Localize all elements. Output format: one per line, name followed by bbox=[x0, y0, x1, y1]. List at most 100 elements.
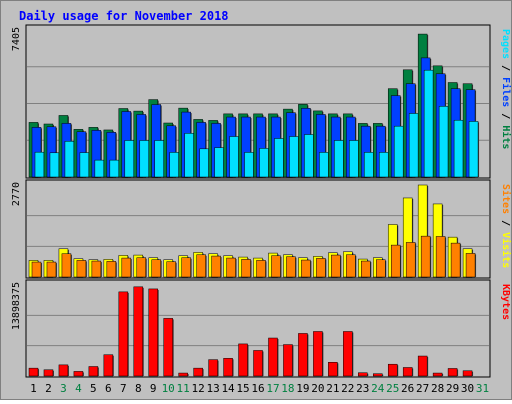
bar-sites-day-22 bbox=[346, 254, 356, 278]
legend-text: / bbox=[500, 107, 511, 125]
bar-kbytes-day-23 bbox=[358, 372, 368, 377]
bar-pages-day-23 bbox=[364, 152, 374, 178]
bar-sites-day-9 bbox=[151, 259, 161, 278]
legend-text: / bbox=[500, 59, 511, 77]
bar-sites-day-17 bbox=[271, 255, 281, 278]
bar-pages-day-24 bbox=[379, 152, 389, 178]
bar-sites-day-8 bbox=[136, 257, 147, 278]
x-axis-labels: 1 2 3 4 5 6 7 8 9 10 11 12 13 14 15 16 17 18 19 20 21 22 23 24 2… bbox=[30, 382, 489, 395]
panel-visits-sites: 2770 Sites / Visits bbox=[11, 179, 512, 279]
bar-kbytes-day-6 bbox=[103, 354, 114, 377]
bar-kbytes-day-14 bbox=[223, 358, 233, 377]
bar-pages-day-22 bbox=[349, 140, 359, 178]
legend-text: Files bbox=[500, 77, 512, 107]
x-tick-label-11: 11 bbox=[177, 382, 190, 395]
bar-kbytes-day-17 bbox=[268, 337, 278, 377]
chart-panels: 7405 Pages / Files / Hits 2770 Sites / Visi… bbox=[11, 24, 512, 378]
bar-sites-day-29 bbox=[450, 242, 461, 278]
bar-kbytes-day-28 bbox=[432, 372, 443, 377]
x-tick-label-13: 13 bbox=[206, 382, 219, 395]
bar-kbytes-day-3 bbox=[58, 364, 69, 377]
x-tick-label-16: 16 bbox=[251, 382, 264, 395]
panel-max-label: 2770 bbox=[11, 182, 22, 206]
bar-kbytes-day-5 bbox=[88, 366, 99, 377]
x-tick-label-6: 6 bbox=[105, 382, 112, 395]
bar-sites-day-11 bbox=[181, 257, 191, 278]
bar-kbytes-day-8 bbox=[133, 286, 144, 377]
x-tick-label-30: 30 bbox=[461, 382, 474, 395]
bar-sites-day-20 bbox=[316, 258, 326, 278]
bar-pages-day-30 bbox=[468, 121, 479, 178]
bar-sites-day-16 bbox=[256, 260, 266, 278]
x-tick-label-19: 19 bbox=[296, 382, 309, 395]
bar-kbytes-day-7 bbox=[118, 291, 129, 377]
bar-pages-day-6 bbox=[109, 159, 120, 178]
bar-pages-day-26 bbox=[408, 113, 419, 178]
bar-kbytes-day-9 bbox=[148, 288, 158, 377]
x-tick-label-12: 12 bbox=[192, 382, 205, 395]
bar-kbytes-day-24 bbox=[373, 373, 383, 377]
bar-sites-day-18 bbox=[286, 256, 296, 278]
bar-pages-day-20 bbox=[319, 152, 329, 178]
legend-text: Sites bbox=[500, 184, 512, 214]
bar-pages-day-19 bbox=[304, 134, 314, 178]
bar-sites-day-1 bbox=[31, 261, 42, 278]
bar-sites-day-23 bbox=[361, 260, 371, 278]
bar-pages-day-17 bbox=[274, 138, 284, 178]
bar-kbytes-day-4 bbox=[73, 371, 84, 377]
bar-sites-day-10 bbox=[166, 261, 176, 278]
bar-pages-day-2 bbox=[49, 152, 60, 178]
series-legend: Pages / Files / Hits bbox=[500, 29, 512, 149]
x-tick-label-10: 10 bbox=[162, 382, 175, 395]
bar-pages-day-21 bbox=[334, 140, 344, 178]
x-tick-label-17: 17 bbox=[266, 382, 279, 395]
bar-pages-day-16 bbox=[259, 148, 269, 178]
x-tick-label-8: 8 bbox=[135, 382, 142, 395]
panel-hits-files-pages: 7405 Pages / Files / Hits bbox=[11, 24, 512, 179]
bar-kbytes-day-20 bbox=[313, 331, 323, 377]
bar-sites-day-19 bbox=[301, 259, 311, 278]
x-tick-label-23: 23 bbox=[356, 382, 369, 395]
bar-kbytes-day-13 bbox=[208, 359, 218, 377]
bar-sites-day-21 bbox=[331, 254, 341, 278]
bar-pages-day-13 bbox=[214, 147, 224, 178]
bar-pages-day-3 bbox=[64, 141, 75, 178]
bar-pages-day-29 bbox=[453, 119, 464, 178]
x-tick-label-28: 28 bbox=[431, 382, 444, 395]
bar-kbytes-day-21 bbox=[328, 362, 338, 377]
x-tick-label-31: 31 bbox=[476, 382, 489, 395]
x-tick-label-18: 18 bbox=[281, 382, 294, 395]
bar-sites-day-13 bbox=[211, 255, 221, 278]
x-tick-label-20: 20 bbox=[311, 382, 324, 395]
bar-kbytes-day-2 bbox=[43, 369, 54, 377]
bar-pages-day-27 bbox=[423, 69, 434, 178]
bar-kbytes-day-27 bbox=[417, 355, 428, 377]
bar-sites-day-2 bbox=[46, 261, 57, 278]
legend-text: / bbox=[500, 214, 511, 232]
legend-text: Visits bbox=[500, 232, 512, 268]
x-tick-label-9: 9 bbox=[150, 382, 157, 395]
bar-pages-day-11 bbox=[184, 133, 194, 178]
bar-pages-day-28 bbox=[438, 106, 449, 178]
x-tick-label-3: 3 bbox=[60, 382, 67, 395]
bar-sites-day-4 bbox=[76, 260, 87, 278]
panel-frame bbox=[25, 279, 491, 378]
bar-pages-day-14 bbox=[229, 136, 239, 178]
x-tick-label-2: 2 bbox=[45, 382, 52, 395]
x-tick-label-25: 25 bbox=[386, 382, 399, 395]
x-tick-label-21: 21 bbox=[326, 382, 339, 395]
x-tick-label-27: 27 bbox=[416, 382, 429, 395]
x-tick-label-29: 29 bbox=[446, 382, 459, 395]
bar-sites-day-30 bbox=[465, 253, 476, 278]
legend-text: Pages bbox=[500, 29, 511, 59]
x-tick-label-4: 4 bbox=[75, 382, 82, 395]
bar-pages-day-15 bbox=[244, 152, 254, 178]
bar-kbytes-day-10 bbox=[163, 318, 173, 377]
x-tick-label-15: 15 bbox=[236, 382, 249, 395]
x-tick-label-26: 26 bbox=[401, 382, 414, 395]
bar-kbytes-day-30 bbox=[462, 370, 473, 377]
panel-max-label: 13898375 bbox=[11, 282, 22, 330]
